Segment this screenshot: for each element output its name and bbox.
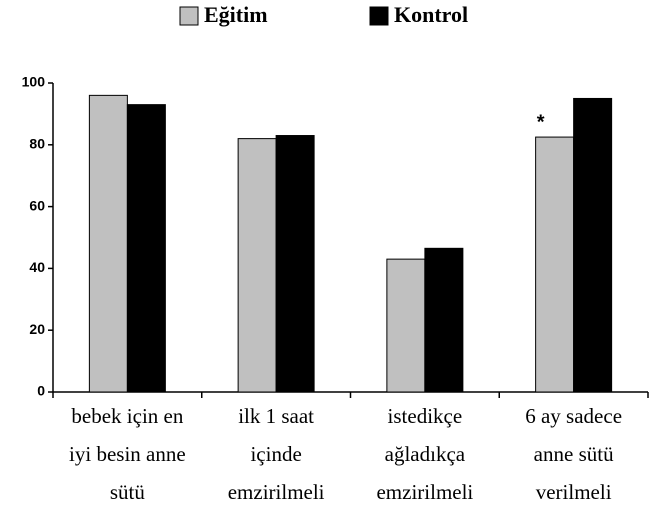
x-tick-label-line: ilk 1 saat — [238, 404, 314, 428]
y-tick-label: 20 — [29, 321, 45, 337]
x-tick-label: bebek için en iyi besin anne sütü — [69, 404, 186, 504]
y-tick-label: 40 — [29, 259, 45, 275]
bar — [275, 135, 315, 393]
bar — [424, 247, 464, 393]
x-tick-label-line: emzirilmeli — [376, 480, 473, 504]
bar — [237, 138, 277, 393]
x-tick-label: istedikçe ağladıkça emzirilmeli — [376, 404, 473, 504]
x-tick-label-line: ağladıkça — [385, 442, 466, 466]
y-tick-label: 100 — [22, 74, 46, 90]
x-tick-label-line: 6 ay sadece — [525, 404, 622, 428]
x-tick-label-line: anne sütü — [534, 442, 614, 466]
bar — [573, 97, 613, 393]
bar — [126, 104, 166, 393]
x-tick-label-line: iyi besin anne — [69, 442, 186, 466]
bar — [386, 258, 426, 393]
x-tick-label-line: içinde — [250, 442, 301, 466]
x-tick-label: ilk 1 saat içinde emzirilmeli — [228, 404, 325, 504]
y-tick-label: 60 — [29, 197, 45, 213]
legend-label: Kontrol — [394, 2, 468, 27]
x-tick-label-line: istedikçe — [388, 404, 463, 428]
bar — [88, 94, 128, 393]
x-tick-label-line: verilmeli — [536, 480, 612, 504]
bar — [535, 136, 575, 393]
y-tick-label: 80 — [29, 136, 45, 152]
annotation: * — [537, 111, 545, 133]
legend-swatch — [179, 6, 199, 26]
y-tick-label: 0 — [37, 383, 45, 399]
legend-swatch — [369, 6, 389, 26]
x-tick-label-line: emzirilmeli — [228, 480, 325, 504]
x-tick-label-line: sütü — [110, 480, 146, 504]
legend-label: Eğitim — [204, 2, 268, 27]
x-tick-label-line: bebek için en — [71, 404, 183, 428]
x-tick-label: 6 ay sadece anne sütü verilmeli — [525, 404, 622, 504]
